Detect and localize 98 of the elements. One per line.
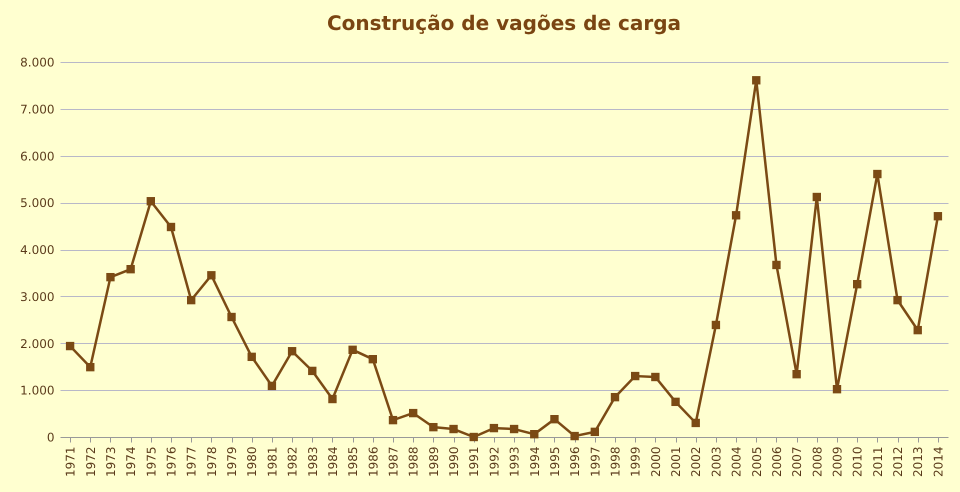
point [388, 416, 398, 424]
x-tick-label: 2008 [810, 446, 824, 478]
point [712, 320, 720, 330]
point [934, 212, 942, 220]
point [207, 271, 216, 280]
x-tick-label: 2009 [830, 446, 844, 478]
point [449, 424, 458, 434]
x-tick-label: 1979 [225, 446, 240, 478]
x-tick-label: 1995 [548, 446, 562, 478]
x-tick-label: 1989 [426, 446, 441, 478]
x-tick-label: 2001 [669, 446, 684, 478]
y-tick-label: 3.000 [20, 290, 54, 304]
point [490, 424, 498, 432]
point [187, 296, 196, 304]
x-tick-label: 2006 [770, 446, 784, 478]
x-tick-label: 1991 [467, 446, 482, 478]
x-tick-label: 1975 [144, 446, 158, 478]
x-tick-label: 1981 [265, 446, 280, 478]
x-tick-label: 1993 [508, 446, 522, 478]
x-tick-label: 2012 [891, 446, 906, 478]
x-tick-label: 2010 [850, 446, 865, 478]
point [752, 76, 760, 84]
x-tick-label: 2005 [750, 446, 764, 478]
x-tick-label: 1983 [306, 446, 320, 478]
point [166, 222, 176, 232]
point [86, 362, 94, 372]
y-tick-label: 6.000 [20, 149, 54, 164]
x-tick-label: 2002 [689, 446, 704, 478]
y-tick-label: 8.000 [20, 56, 54, 70]
point [328, 394, 337, 404]
point [732, 211, 740, 220]
x-tick-label: 1986 [366, 446, 380, 478]
point [126, 265, 135, 274]
x-tick-label: 1972 [84, 446, 98, 478]
x-tick-label: 1997 [588, 446, 602, 478]
x-tick-label: 1998 [608, 446, 622, 478]
point [368, 355, 377, 364]
point [570, 432, 579, 440]
point [248, 352, 256, 362]
point [288, 347, 296, 356]
x-tick-label: 1999 [628, 446, 643, 478]
y-tick-label: 1.000 [20, 384, 54, 398]
point [146, 197, 155, 206]
point [470, 432, 478, 442]
x-tick-label: 1974 [124, 446, 138, 478]
x-tick-label: 2004 [730, 446, 744, 478]
point [429, 422, 438, 432]
x-tick-label: 1990 [447, 446, 462, 478]
x-tick-label: 2011 [870, 446, 885, 478]
point [832, 385, 842, 394]
x-tick-label: 1980 [245, 446, 260, 478]
x-tick-label: 1976 [164, 446, 178, 478]
x-tick-label: 1992 [487, 446, 502, 478]
point [550, 415, 559, 424]
point [227, 312, 236, 322]
point [510, 424, 518, 434]
point [853, 280, 862, 288]
x-tick-label: 2013 [911, 446, 926, 478]
x-tick-label: 1984 [326, 446, 340, 478]
point [914, 326, 922, 334]
point [692, 418, 700, 428]
point [348, 346, 357, 354]
chart-title: Construção de vagões de carga [326, 11, 682, 35]
x-tick-label: 1985 [346, 446, 360, 478]
point [106, 272, 115, 282]
x-tick-label: 1978 [204, 446, 219, 478]
point [772, 260, 781, 270]
point [812, 192, 821, 202]
x-tick-label: 1994 [528, 446, 542, 478]
x-tick-label: 1996 [568, 446, 582, 478]
y-tick-label: 5.000 [20, 196, 54, 210]
x-tick-label: 1977 [184, 446, 199, 478]
point [530, 430, 538, 438]
x-tick-label: 2000 [648, 446, 663, 478]
point [308, 366, 316, 376]
point [651, 372, 660, 382]
y-tick-label: 2.000 [20, 336, 54, 351]
x-tick-label: 1988 [406, 446, 421, 478]
point [268, 382, 276, 390]
x-tick-label: 2014 [931, 446, 946, 478]
point [590, 428, 599, 436]
point [66, 342, 74, 350]
y-tick-label: 7.000 [20, 102, 54, 116]
x-tick-label: 1987 [386, 446, 400, 478]
point [610, 392, 620, 402]
x-tick-label: 1982 [286, 446, 300, 478]
x-tick-label: 1971 [64, 446, 78, 478]
point [671, 398, 680, 406]
x-tick-label: 2007 [790, 446, 804, 478]
point [792, 370, 801, 378]
y-tick-label: 4.000 [20, 243, 54, 257]
point [893, 296, 902, 304]
point [873, 170, 882, 178]
x-tick-label: 1973 [104, 446, 118, 478]
x-tick-label: 2003 [709, 446, 724, 478]
point [409, 408, 418, 418]
y-tick-label: 0 [46, 430, 54, 444]
point [631, 372, 640, 380]
